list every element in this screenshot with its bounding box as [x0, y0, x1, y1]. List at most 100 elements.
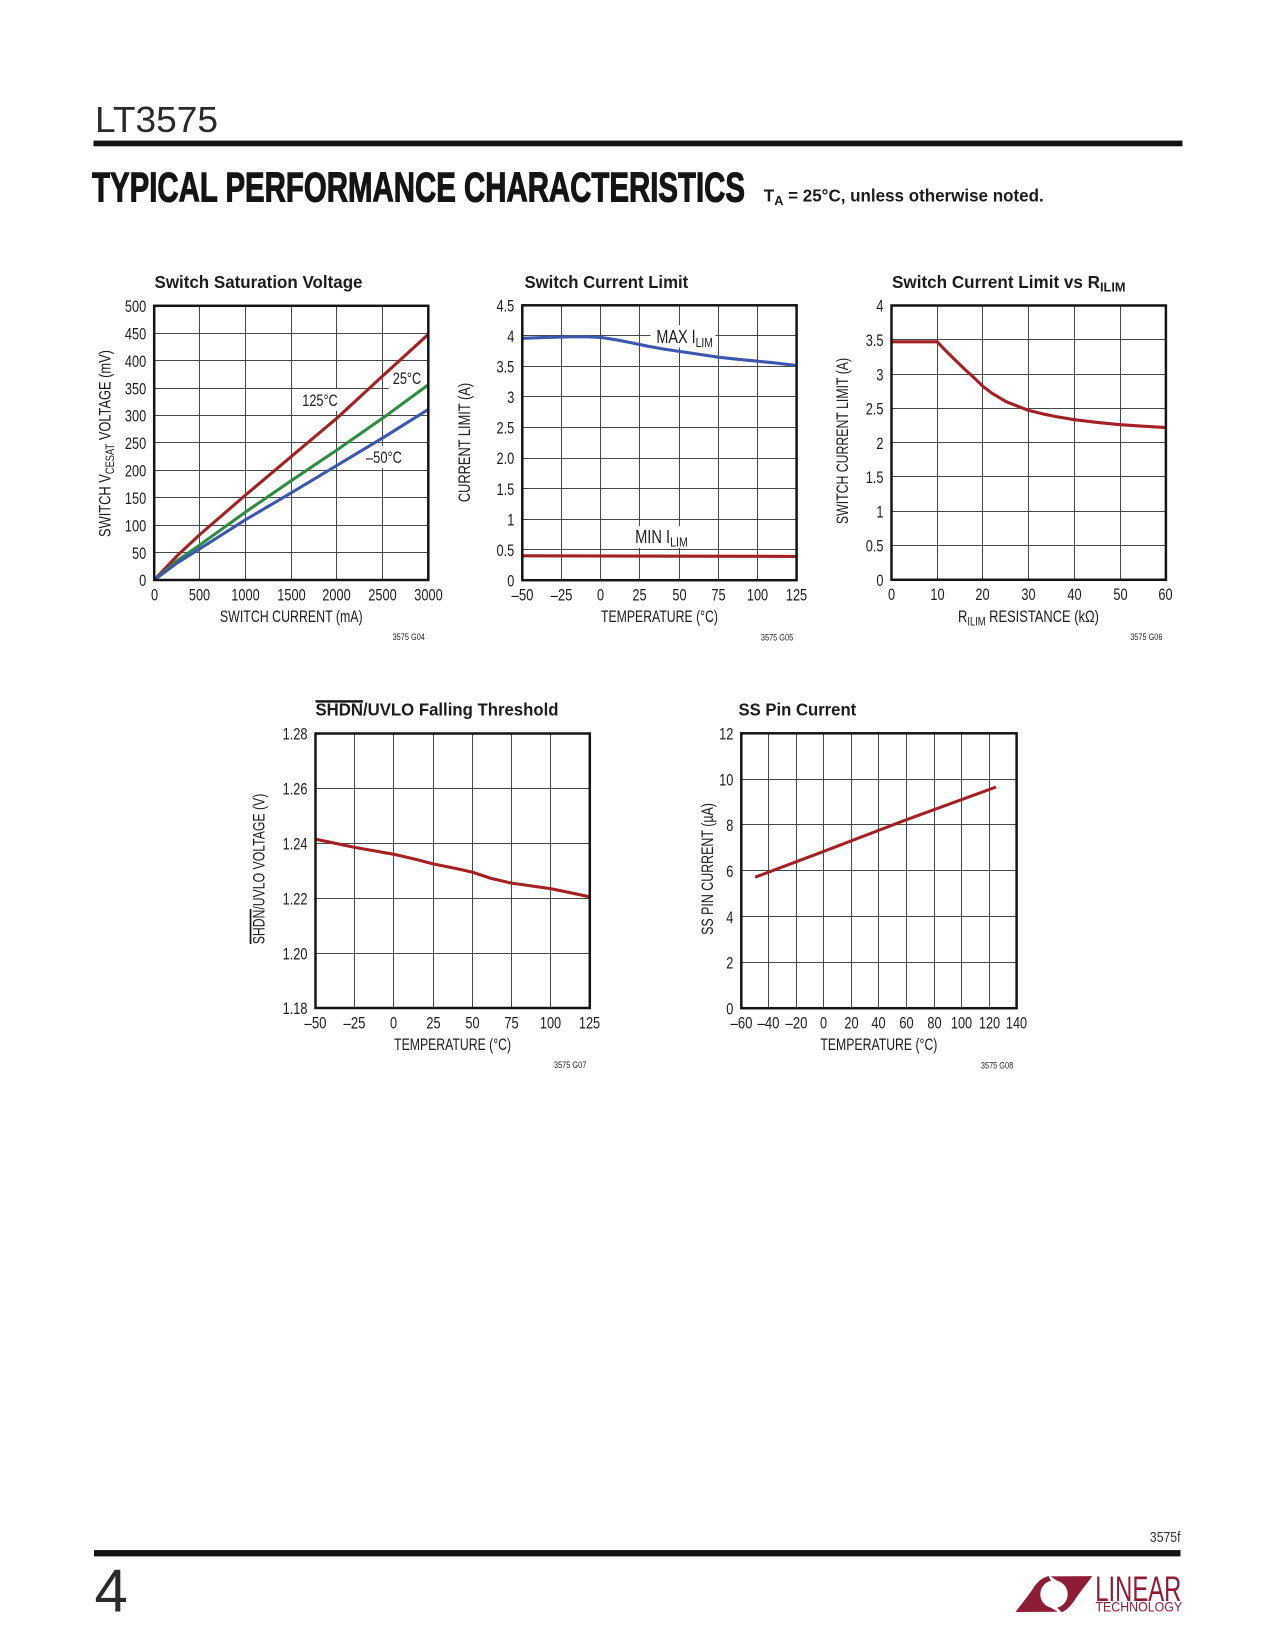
svg-text:0: 0	[726, 1000, 733, 1018]
svg-text:140: 140	[1006, 1015, 1027, 1033]
svg-text:3575f: 3575f	[1150, 1530, 1181, 1546]
svg-text:–40: –40	[758, 1015, 780, 1033]
svg-text:1.5: 1.5	[866, 469, 884, 487]
svg-text:100: 100	[951, 1015, 972, 1033]
svg-text:SWITCH CURRENT (mA): SWITCH CURRENT (mA)	[220, 608, 363, 626]
svg-text:10: 10	[719, 771, 733, 789]
svg-text:450: 450	[125, 325, 146, 343]
svg-text:MIN ILIM: MIN ILIM	[635, 527, 688, 550]
svg-text:250: 250	[125, 435, 146, 453]
svg-text:SHDN/UVLO VOLTAGE (V): SHDN/UVLO VOLTAGE (V)	[251, 794, 269, 945]
svg-text:0: 0	[507, 572, 514, 590]
svg-text:0.5: 0.5	[497, 542, 515, 560]
svg-text:75: 75	[711, 587, 725, 605]
svg-text:3.5: 3.5	[497, 359, 515, 377]
svg-text:2500: 2500	[368, 586, 396, 604]
svg-text:TYPICAL PERFORMANCE CHARACTERI: TYPICAL PERFORMANCE CHARACTERISTICS	[92, 164, 745, 211]
svg-text:–50: –50	[305, 1014, 327, 1032]
svg-text:3575 G08: 3575 G08	[981, 1060, 1013, 1071]
svg-text:–25: –25	[551, 587, 573, 605]
svg-text:CURRENT LIMIT (A): CURRENT LIMIT (A)	[456, 383, 474, 502]
svg-text:MAX ILIM: MAX ILIM	[656, 327, 713, 350]
svg-text:3: 3	[876, 366, 883, 384]
svg-text:2.5: 2.5	[497, 420, 515, 438]
svg-text:3: 3	[507, 389, 514, 407]
svg-text:Switch Saturation Voltage: Switch Saturation Voltage	[155, 272, 363, 292]
svg-text:100: 100	[747, 587, 768, 605]
svg-text:75: 75	[504, 1014, 518, 1032]
svg-text:1000: 1000	[231, 586, 259, 604]
svg-text:–50°C: –50°C	[366, 449, 402, 467]
svg-text:6: 6	[726, 863, 733, 881]
svg-text:60: 60	[1158, 586, 1172, 604]
svg-text:TA = 25°C, unless otherwise no: TA = 25°C, unless otherwise noted.	[764, 185, 1044, 208]
svg-text:0: 0	[390, 1014, 397, 1032]
svg-text:2: 2	[726, 955, 733, 973]
svg-text:12: 12	[719, 726, 733, 744]
svg-text:1.22: 1.22	[283, 890, 308, 908]
svg-text:RILIM RESISTANCE (kΩ): RILIM RESISTANCE (kΩ)	[958, 608, 1099, 629]
svg-text:TEMPERATURE (°C): TEMPERATURE (°C)	[601, 608, 718, 626]
svg-text:1: 1	[507, 511, 514, 529]
svg-text:80: 80	[927, 1015, 941, 1033]
svg-text:200: 200	[125, 463, 146, 481]
svg-text:10: 10	[930, 586, 944, 604]
svg-text:TECHNOLOGY: TECHNOLOGY	[1096, 1600, 1183, 1615]
svg-text:100: 100	[540, 1014, 561, 1032]
svg-text:2.5: 2.5	[866, 401, 884, 419]
svg-text:1.24: 1.24	[283, 836, 308, 854]
svg-text:3575 G05: 3575 G05	[761, 632, 793, 643]
svg-text:40: 40	[871, 1015, 885, 1033]
svg-text:0: 0	[888, 586, 895, 604]
svg-text:300: 300	[125, 408, 146, 426]
svg-text:20: 20	[975, 586, 989, 604]
svg-text:LT3575: LT3575	[95, 99, 218, 140]
svg-text:8: 8	[726, 817, 733, 835]
svg-text:25°C: 25°C	[393, 370, 421, 388]
svg-text:–20: –20	[786, 1015, 808, 1033]
svg-text:0: 0	[876, 572, 883, 590]
svg-text:–25: –25	[344, 1014, 366, 1032]
svg-text:TEMPERATURE (°C): TEMPERATURE (°C)	[820, 1036, 937, 1054]
svg-text:SWITCH CURRENT LIMIT (A): SWITCH CURRENT LIMIT (A)	[834, 358, 852, 524]
svg-text:2.0: 2.0	[497, 450, 515, 468]
svg-text:1: 1	[876, 503, 883, 521]
svg-text:50: 50	[1113, 586, 1127, 604]
svg-text:120: 120	[979, 1015, 1000, 1033]
svg-text:–60: –60	[731, 1015, 753, 1033]
svg-text:60: 60	[899, 1015, 913, 1033]
svg-text:4: 4	[507, 328, 514, 346]
svg-text:4: 4	[95, 1557, 128, 1624]
svg-text:125°C: 125°C	[302, 392, 338, 410]
svg-text:0: 0	[139, 572, 146, 590]
svg-text:25: 25	[632, 587, 646, 605]
svg-text:1.20: 1.20	[283, 945, 308, 963]
svg-text:SHDN/UVLO Falling Threshold: SHDN/UVLO Falling Threshold	[316, 700, 559, 720]
svg-text:3.5: 3.5	[866, 332, 884, 350]
svg-text:Switch Current Limit: Switch Current Limit	[525, 272, 689, 292]
svg-text:3575 G06: 3575 G06	[1130, 632, 1162, 643]
svg-text:50: 50	[132, 545, 146, 563]
svg-text:0.5: 0.5	[866, 538, 884, 556]
svg-text:2: 2	[876, 435, 883, 453]
svg-text:1.18: 1.18	[283, 1000, 308, 1018]
svg-text:4: 4	[726, 909, 733, 927]
svg-text:500: 500	[125, 298, 146, 316]
svg-text:20: 20	[844, 1015, 858, 1033]
svg-text:3575 G07: 3575 G07	[554, 1060, 586, 1071]
svg-text:3000: 3000	[414, 586, 442, 604]
svg-text:50: 50	[672, 587, 686, 605]
svg-text:25: 25	[426, 1014, 440, 1032]
svg-text:500: 500	[189, 586, 210, 604]
svg-text:3575 G04: 3575 G04	[393, 632, 425, 643]
svg-text:4: 4	[876, 298, 883, 316]
svg-text:TEMPERATURE (°C): TEMPERATURE (°C)	[394, 1036, 511, 1054]
svg-text:400: 400	[125, 353, 146, 371]
svg-text:LINEAR: LINEAR	[1095, 1570, 1181, 1609]
svg-text:30: 30	[1021, 586, 1035, 604]
svg-text:125: 125	[786, 587, 807, 605]
svg-text:1.5: 1.5	[497, 481, 515, 499]
svg-text:0: 0	[820, 1015, 827, 1033]
svg-text:4.5: 4.5	[497, 298, 515, 316]
svg-text:350: 350	[125, 380, 146, 398]
